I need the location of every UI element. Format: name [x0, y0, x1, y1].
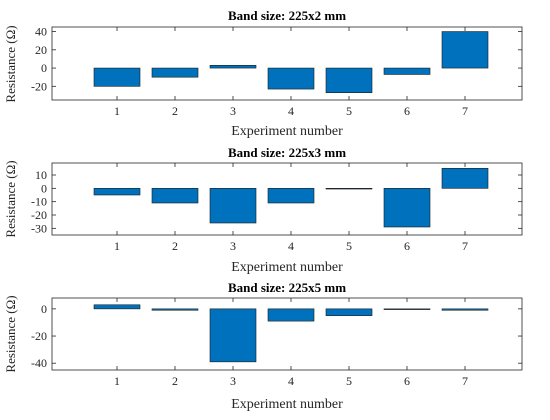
bar-experiment-3 — [209, 65, 257, 69]
y-tick-label: 20 — [35, 43, 47, 57]
bar-experiment-5 — [325, 308, 373, 316]
x-tick-label: 4 — [288, 104, 294, 118]
x-tick-label: 2 — [172, 374, 178, 388]
panel-title: Band size: 225x2 mm — [228, 8, 346, 23]
x-tick-label: 7 — [462, 239, 468, 253]
y-axis-label: Resistance (Ω) — [3, 295, 18, 372]
y-tick-label: 0 — [41, 302, 47, 316]
x-tick-label: 7 — [462, 374, 468, 388]
x-tick-label: 4 — [288, 374, 294, 388]
bar-experiment-7 — [441, 31, 489, 69]
plot-frame — [51, 26, 523, 101]
plot-frame — [51, 297, 523, 371]
x-tick-label: 1 — [114, 374, 120, 388]
bar-experiment-4 — [267, 67, 315, 90]
x-tick-label: 6 — [404, 374, 410, 388]
x-axis: 1 2 3 4 5 6 7 — [114, 27, 468, 118]
x-axis-label: Experiment number — [231, 124, 343, 139]
bar-experiment-1 — [93, 304, 141, 310]
panel-title: Band size: 225x5 mm — [228, 280, 346, 295]
bar-group — [93, 31, 489, 94]
bar-group — [93, 168, 489, 228]
y-axis-label: Resistance (Ω) — [3, 25, 18, 102]
x-tick-label: 1 — [114, 104, 120, 118]
x-tick-label: 4 — [288, 239, 294, 253]
x-tick-label: 5 — [346, 239, 352, 253]
y-tick-label: -30 — [31, 221, 47, 235]
y-tick-label: -20 — [31, 329, 47, 343]
bar-experiment-5 — [325, 67, 373, 94]
x-tick-label: 2 — [172, 104, 178, 118]
y-tick-label: -10 — [31, 195, 47, 209]
y-tick-label: 10 — [35, 168, 47, 182]
panel-title: Band size: 225x3 mm — [228, 145, 346, 160]
x-tick-label: 7 — [462, 104, 468, 118]
bar-experiment-5 — [325, 188, 373, 190]
bar-experiment-2 — [151, 188, 199, 204]
panel-3: Band size: 225x5 mm -40 -20 0 1 2 3 4 5 6 7 Expe… — [3, 280, 523, 412]
y-axis-label: Resistance (Ω) — [3, 160, 18, 237]
x-tick-label: 3 — [230, 239, 236, 253]
bar-experiment-6 — [383, 67, 431, 75]
bar-group — [93, 304, 489, 363]
bar-experiment-3 — [209, 308, 257, 363]
y-tick-label: -40 — [31, 356, 47, 370]
x-tick-label: 3 — [230, 374, 236, 388]
y-axis: -40 -20 0 — [31, 302, 522, 370]
y-tick-label: -20 — [31, 79, 47, 93]
x-tick-label: 5 — [346, 104, 352, 118]
bar-experiment-3 — [209, 188, 257, 224]
x-axis: 1 2 3 4 5 6 7 — [114, 163, 468, 253]
bar-experiment-7 — [441, 168, 489, 189]
x-axis-label: Experiment number — [231, 260, 343, 275]
bar-experiment-4 — [267, 188, 315, 204]
y-tick-label: -20 — [31, 208, 47, 222]
x-tick-label: 6 — [404, 104, 410, 118]
panel-1: Band size: 225x2 mm -20 0 20 40 1 2 3 4 5 6 7 Exp… — [3, 8, 523, 139]
bar-experiment-2 — [151, 67, 199, 78]
x-tick-label: 3 — [230, 104, 236, 118]
x-tick-label: 5 — [346, 374, 352, 388]
x-tick-label: 6 — [404, 239, 410, 253]
bar-experiment-1 — [93, 188, 141, 196]
x-axis: 1 2 3 4 5 6 7 — [114, 298, 468, 388]
x-tick-label: 1 — [114, 239, 120, 253]
y-tick-label: 40 — [35, 25, 47, 39]
plot-frame — [51, 162, 523, 236]
x-tick-label: 2 — [172, 239, 178, 253]
bar-experiment-2 — [151, 308, 199, 311]
y-tick-label: 0 — [41, 61, 47, 75]
y-axis: -20 0 20 40 — [31, 25, 522, 93]
bar-experiment-4 — [267, 308, 315, 322]
bar-experiment-1 — [93, 67, 141, 87]
bar-experiment-6 — [383, 188, 431, 228]
x-axis-label: Experiment number — [231, 397, 343, 412]
bar-experiment-7 — [441, 308, 489, 311]
bar-experiment-6 — [383, 308, 431, 310]
y-tick-label: 0 — [41, 181, 47, 195]
